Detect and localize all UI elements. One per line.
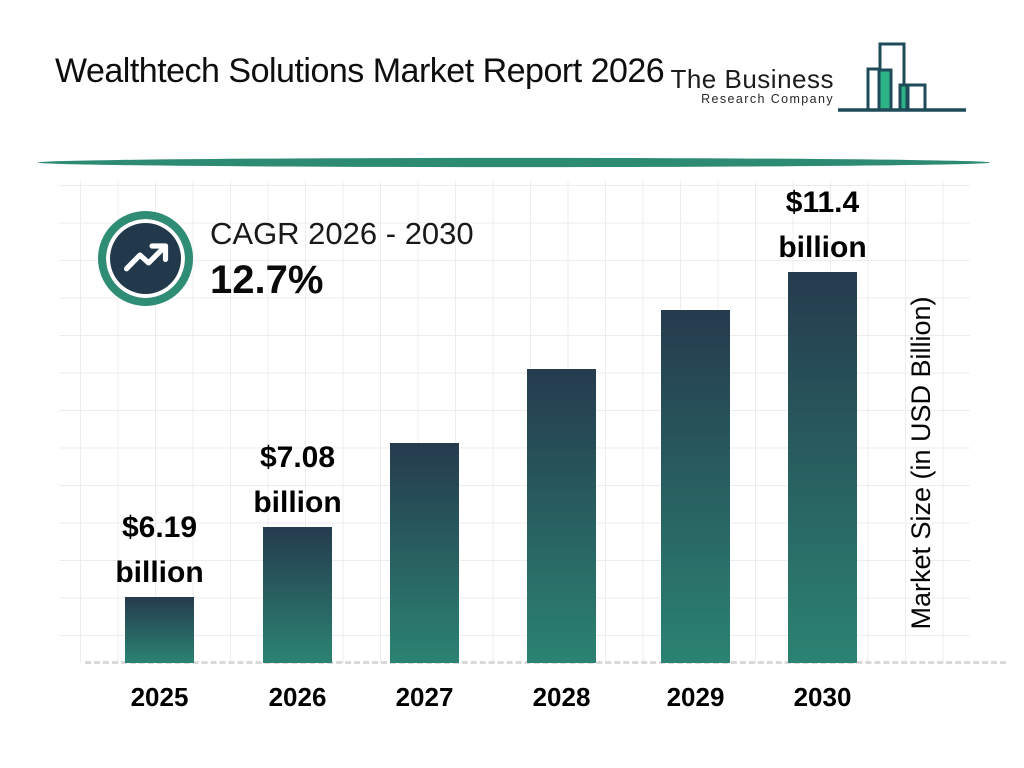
cagr-badge (98, 211, 193, 306)
bar-2028 (527, 369, 596, 663)
bar-2029 (661, 310, 730, 663)
bar-2025 (125, 597, 194, 663)
cagr-value: 12.7% (210, 258, 324, 302)
y-axis-label: Market Size (in USD Billion) (906, 296, 936, 630)
bar-2027 (390, 443, 459, 663)
x-tick-2029: 2029 (666, 682, 725, 712)
bar-chart-logo-icon (838, 42, 966, 112)
bar-value-label-2026: $7.08 billion (253, 441, 342, 519)
x-tick-2030: 2030 (793, 682, 852, 712)
x-tick-2027: 2027 (395, 682, 454, 712)
page-title: Wealthtech Solutions Market Report 2026 (55, 52, 665, 90)
divider-line (38, 157, 990, 168)
brand-wordmark: The Business Research Company (670, 66, 834, 107)
trending-up-icon (123, 242, 168, 271)
x-tick-2028: 2028 (532, 682, 591, 712)
bar-2030 (788, 272, 857, 663)
bar-value-label-2025: $6.19 billion (115, 511, 204, 589)
x-tick-2026: 2026 (268, 682, 327, 712)
cagr-label: CAGR 2026 - 2030 (210, 216, 474, 251)
bar-2026 (263, 527, 332, 663)
x-tick-2025: 2025 (130, 682, 189, 712)
bar-value-label-2030: $11.4 billion (778, 186, 867, 264)
brand-name: The Business (670, 64, 834, 94)
brand-subname: Research Company (701, 92, 834, 106)
brand-logo: The Business Research Company (670, 36, 972, 118)
